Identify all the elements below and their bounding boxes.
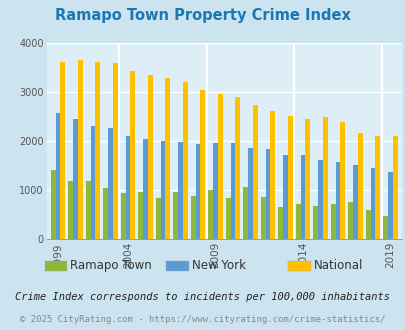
Bar [283,155,287,239]
Text: Ramapo Town: Ramapo Town [70,259,151,272]
Bar [178,142,183,239]
Text: © 2025 CityRating.com - https://www.cityrating.com/crime-statistics/: © 2025 CityRating.com - https://www.city… [20,315,385,324]
Bar [130,71,135,239]
Bar [183,82,187,239]
Bar [156,198,160,239]
Bar [235,97,240,239]
Bar [365,210,370,239]
Bar [226,198,230,239]
Bar [68,181,73,239]
Bar [113,62,117,239]
Bar [190,196,195,239]
Bar [339,122,344,239]
Bar [313,206,318,239]
Bar [195,144,200,239]
Text: National: National [313,259,362,272]
Bar [95,62,100,239]
Bar [247,148,252,239]
Bar [200,90,205,239]
Bar [217,94,222,239]
Bar [322,117,327,239]
Bar [375,136,379,239]
Bar [330,204,335,239]
Bar [213,143,217,239]
Bar [243,187,247,239]
Bar [230,143,235,239]
Bar [103,188,108,239]
Bar [387,173,392,239]
Bar [108,128,113,239]
Bar [295,204,300,239]
Bar [121,193,126,239]
Bar [78,60,83,239]
Bar [270,111,275,239]
Bar [173,192,178,239]
Bar [208,190,213,239]
Bar [347,202,352,239]
Bar [265,149,270,239]
Bar [305,119,309,239]
Bar [392,136,396,239]
Bar [357,133,362,239]
Bar [352,165,357,239]
Bar [73,119,78,239]
Bar [287,116,292,239]
Bar [126,136,130,239]
Bar [335,162,339,239]
Bar [86,181,90,239]
Bar [370,168,375,239]
Bar [318,160,322,239]
Bar [165,78,170,239]
Text: Crime Index corresponds to incidents per 100,000 inhabitants: Crime Index corresponds to incidents per… [15,292,390,302]
Text: New York: New York [192,259,245,272]
Bar [252,105,257,239]
Bar [383,216,387,239]
Text: Ramapo Town Property Crime Index: Ramapo Town Property Crime Index [55,8,350,23]
Bar [300,155,305,239]
Bar [260,197,265,239]
Bar [138,192,143,239]
Bar [55,113,60,239]
Bar [147,75,152,239]
Bar [160,141,165,239]
Bar [90,126,95,239]
Bar [60,62,65,239]
Bar [278,207,283,239]
Bar [51,170,55,239]
Bar [143,139,147,239]
